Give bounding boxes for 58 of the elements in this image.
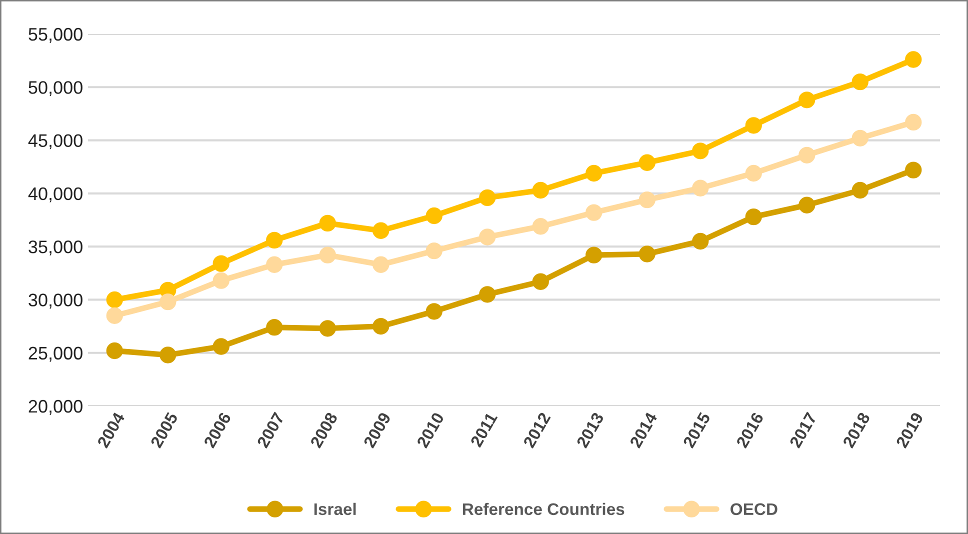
- point: [479, 228, 496, 246]
- y-tick-label: 40,000: [28, 187, 82, 202]
- point: [319, 214, 336, 232]
- point: [212, 338, 230, 355]
- point: [532, 273, 549, 290]
- point: [426, 242, 442, 260]
- point: [638, 246, 656, 262]
- point: [212, 272, 230, 289]
- point: [532, 218, 549, 235]
- point: [798, 146, 816, 164]
- y-tick-label: 20,000: [28, 400, 82, 415]
- point: [692, 232, 709, 250]
- point: [798, 92, 816, 108]
- point: [426, 303, 442, 320]
- point: [106, 291, 123, 308]
- point: [638, 154, 656, 171]
- legend-label: Israel: [314, 502, 356, 516]
- point: [586, 204, 602, 221]
- point: [692, 180, 709, 196]
- point: [798, 196, 816, 214]
- point: [372, 318, 390, 335]
- point: [160, 346, 176, 364]
- point: [479, 286, 496, 303]
- legend-label: OECD: [730, 503, 778, 516]
- point: [905, 114, 922, 131]
- y-tick-label: 45,000: [28, 134, 82, 150]
- point: [266, 232, 283, 249]
- point: [212, 255, 230, 272]
- point: [372, 222, 390, 239]
- point: [532, 182, 549, 199]
- point: [160, 294, 176, 310]
- y-tick-label: 35,000: [28, 240, 82, 256]
- point: [745, 117, 762, 134]
- point: [745, 164, 762, 182]
- y-tick-label: 25,000: [28, 346, 82, 362]
- point: [106, 342, 123, 360]
- point: [266, 319, 283, 336]
- point: [905, 51, 922, 68]
- point: [638, 191, 656, 208]
- y-tick-label: 55,000: [28, 28, 82, 43]
- point: [586, 246, 602, 264]
- point: [106, 307, 123, 324]
- y-tick-label: 50,000: [28, 81, 82, 96]
- point: [692, 142, 709, 160]
- point: [479, 189, 496, 206]
- point: [319, 246, 336, 264]
- point: [426, 207, 442, 224]
- point: [266, 256, 283, 273]
- point: [852, 73, 868, 90]
- y-tick-label: 30,000: [28, 294, 82, 309]
- point: [319, 320, 336, 337]
- point: [852, 182, 868, 199]
- point: [852, 130, 868, 146]
- point: [905, 162, 922, 178]
- point: [745, 208, 762, 226]
- legend-label: Reference Countries: [462, 502, 624, 516]
- point: [372, 256, 390, 273]
- point: [586, 164, 602, 182]
